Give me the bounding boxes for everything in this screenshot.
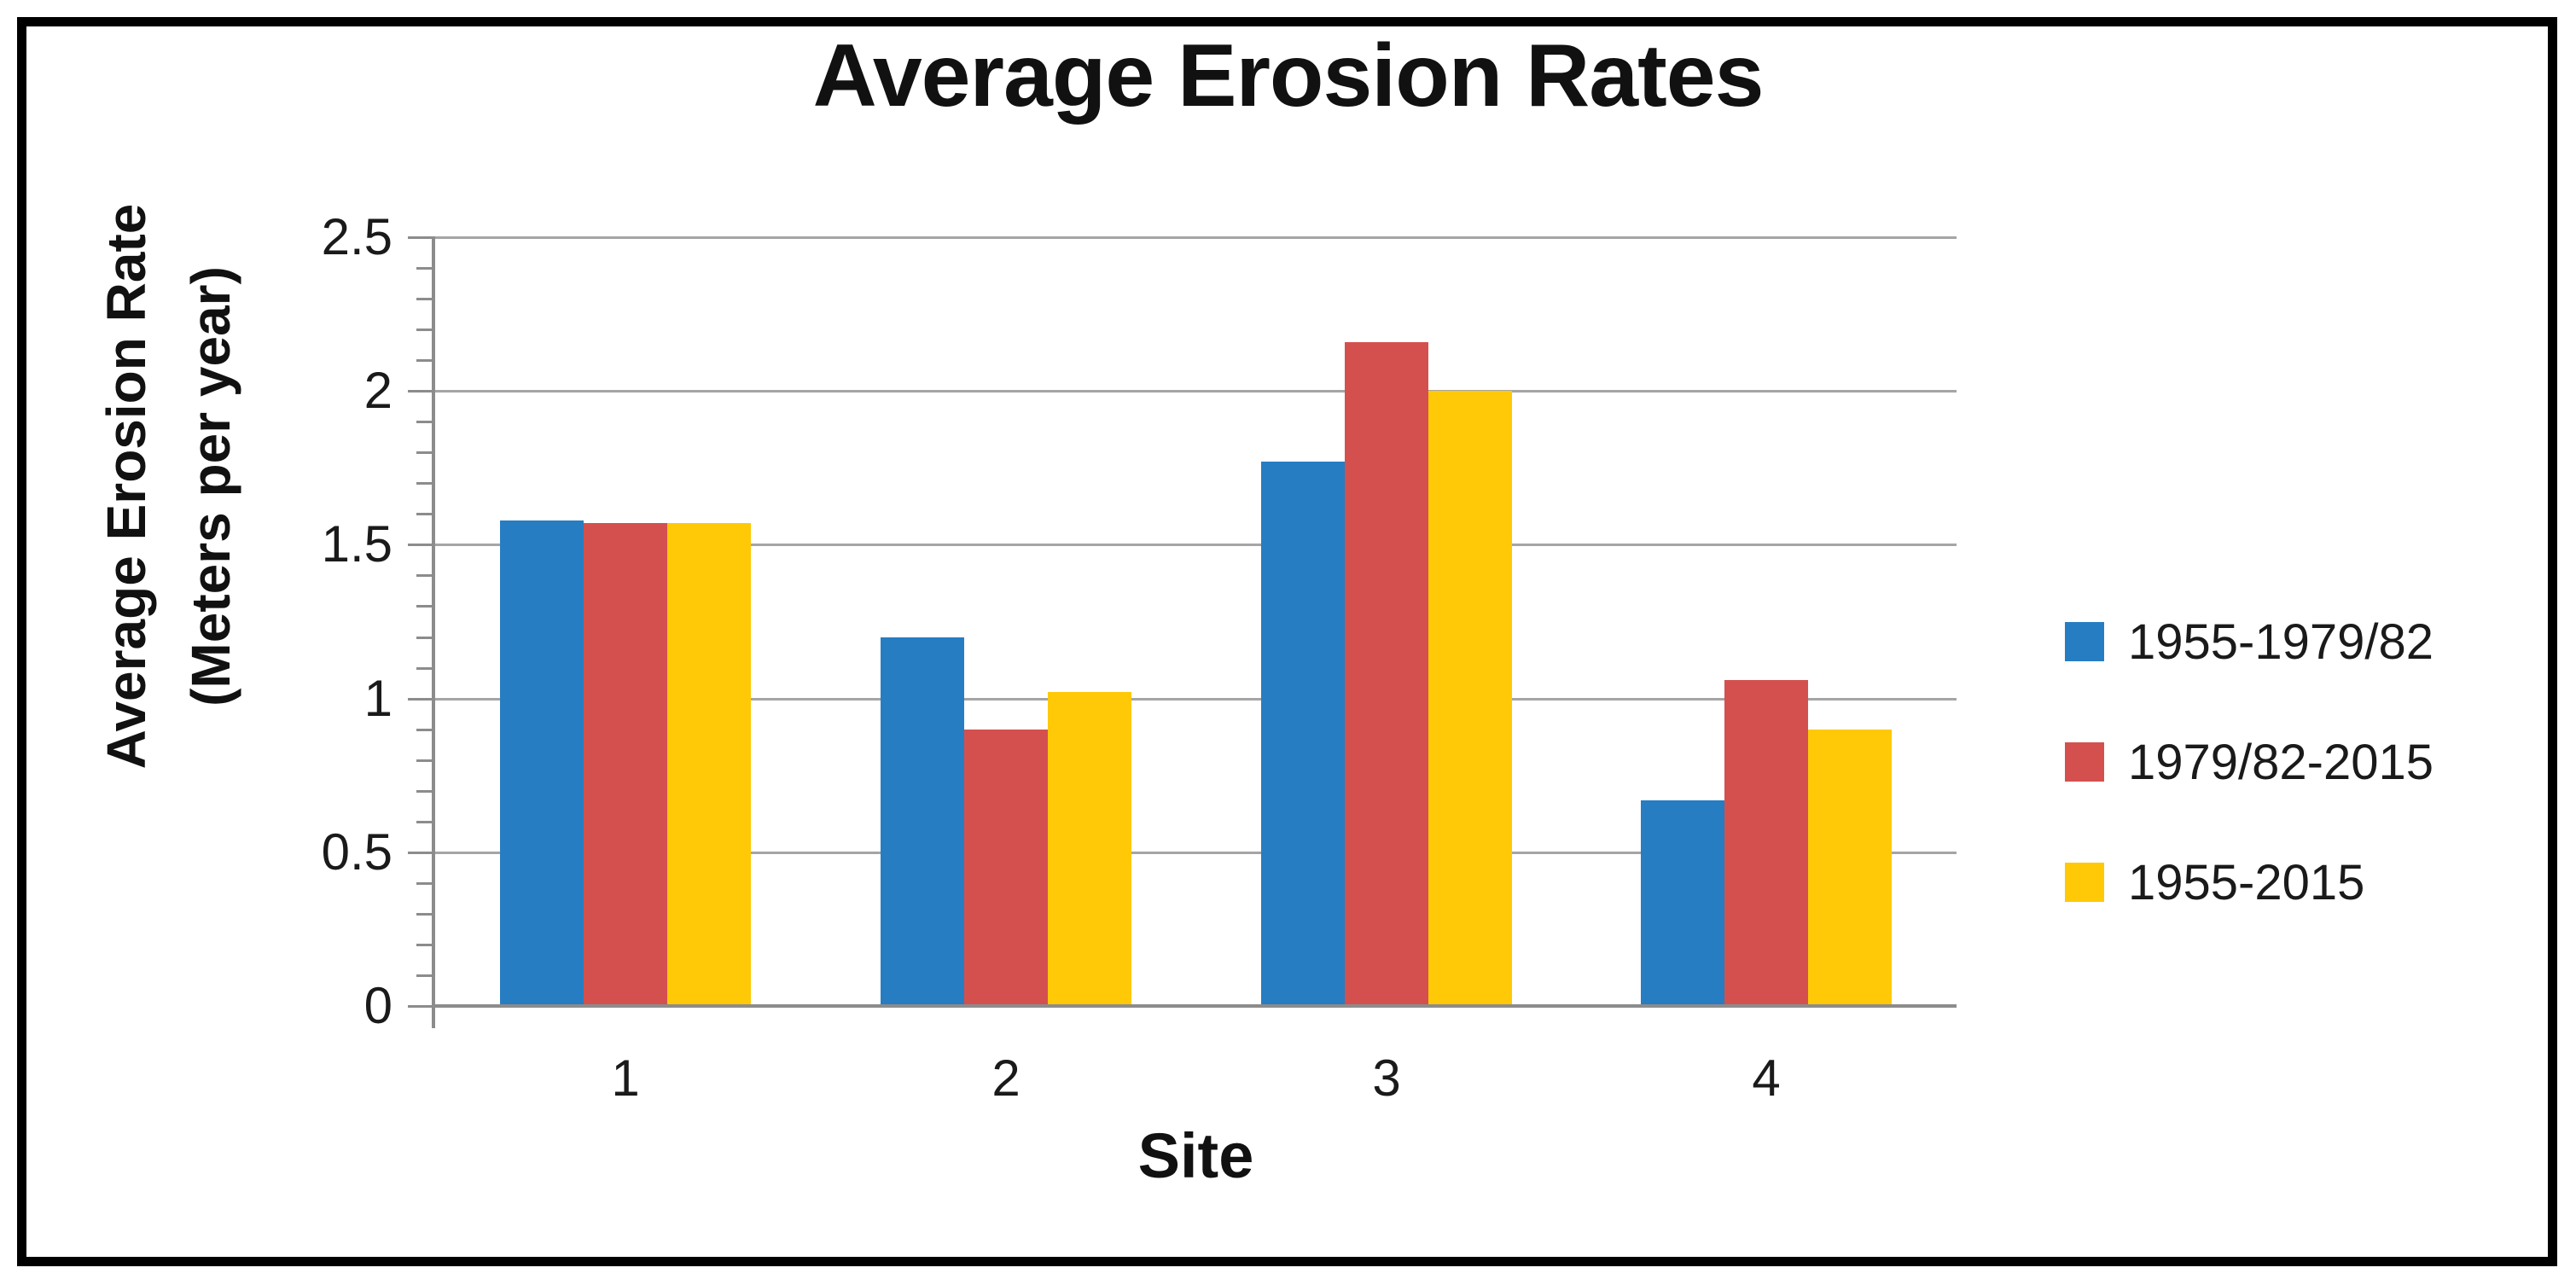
y-minor-tick-1.9 <box>416 421 435 423</box>
y-major-tick-1.5 <box>408 544 435 546</box>
bar-site1-series3 <box>667 523 751 1006</box>
y-tick-label-2: 2 <box>363 362 393 419</box>
y-minor-tick-0.1 <box>416 974 435 977</box>
y-major-tick-2.5 <box>408 236 435 239</box>
y-tick-label-1: 1 <box>363 670 393 727</box>
y-minor-tick-0.4 <box>416 882 435 885</box>
y-minor-tick-0.3 <box>416 913 435 916</box>
y-major-tick-0.0 <box>408 1005 435 1008</box>
y-minor-tick-1.4 <box>416 574 435 577</box>
gridline-2.5 <box>435 236 1957 239</box>
y-minor-tick-1.8 <box>416 451 435 454</box>
legend-swatch-2 <box>2065 742 2104 782</box>
bar-site3-series2 <box>1345 342 1428 1006</box>
y-minor-tick-2.2 <box>416 329 435 331</box>
y-minor-tick-0.9 <box>416 729 435 731</box>
y-tick-label-0: 0 <box>363 977 393 1034</box>
y-minor-tick-2.4 <box>416 267 435 270</box>
x-tick-label-4: 4 <box>1752 1050 1781 1107</box>
y-major-tick-1.0 <box>408 698 435 701</box>
y-minor-tick-0.6 <box>416 821 435 823</box>
y-axis-title-line1: Average Erosion Rate <box>95 203 157 770</box>
bar-site4-series1 <box>1641 800 1724 1006</box>
bar-site3-series3 <box>1428 391 1512 1006</box>
legend-label-3: 1955-2015 <box>2128 854 2365 910</box>
y-minor-tick-1.3 <box>416 605 435 608</box>
y-minor-tick-2.3 <box>416 298 435 300</box>
bar-site1-series1 <box>500 520 584 1006</box>
y-tick-label-0.5: 0.5 <box>321 823 393 881</box>
y-minor-tick-2.1 <box>416 359 435 362</box>
y-minor-tick-0.2 <box>416 944 435 946</box>
legend-item-1: 1955-1979/82 <box>2065 613 2434 670</box>
gridline-1.0 <box>435 698 1957 701</box>
bar-site2-series2 <box>964 730 1048 1006</box>
bar-site4-series2 <box>1724 680 1808 1006</box>
x-tick-label-1: 1 <box>611 1050 640 1107</box>
y-minor-tick-0.7 <box>416 790 435 793</box>
legend-swatch-3 <box>2065 863 2104 902</box>
y-minor-tick-0.8 <box>416 759 435 762</box>
y-minor-tick-1.7 <box>416 482 435 485</box>
gridline-0.5 <box>435 852 1957 854</box>
legend-item-2: 1979/82-2015 <box>2065 734 2434 790</box>
legend-item-3: 1955-2015 <box>2065 855 2364 910</box>
x-tick-label-2: 2 <box>991 1050 1021 1107</box>
bar-site2-series3 <box>1048 692 1131 1006</box>
legend-swatch-1 <box>2065 622 2104 661</box>
y-tick-label-2.5: 2.5 <box>321 208 393 265</box>
y-minor-tick-1.2 <box>416 637 435 639</box>
x-axis-line <box>432 1004 1957 1008</box>
gridline-2.0 <box>435 390 1957 392</box>
y-major-tick-2.0 <box>408 390 435 392</box>
y-minor-tick-1.6 <box>416 513 435 515</box>
legend-label-1: 1955-1979/82 <box>2128 613 2434 670</box>
bar-site1-series2 <box>584 523 667 1006</box>
bar-site4-series3 <box>1808 730 1892 1006</box>
legend-label-2: 1979/82-2015 <box>2128 734 2434 790</box>
y-major-tick-0.5 <box>408 852 435 854</box>
y-minor-tick-1.1 <box>416 667 435 670</box>
gridline-1.5 <box>435 544 1957 546</box>
bar-site2-series1 <box>881 637 964 1006</box>
y-axis-line <box>432 237 435 1028</box>
y-tick-label-1.5: 1.5 <box>321 515 393 573</box>
bar-site3-series1 <box>1261 462 1345 1006</box>
chart-title: Average Erosion Rates <box>812 26 1765 125</box>
x-tick-label-3: 3 <box>1372 1050 1401 1107</box>
x-axis-title: Site <box>1137 1120 1254 1191</box>
